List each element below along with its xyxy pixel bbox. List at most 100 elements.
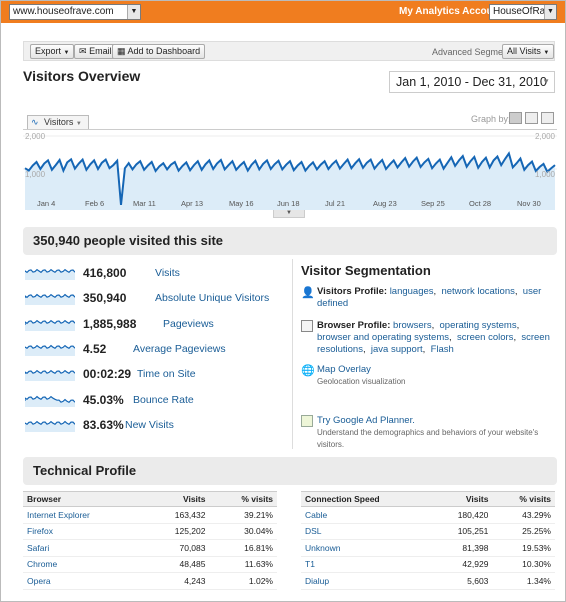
metric-row: 45.03% Bounce Rate xyxy=(25,391,287,409)
email-label: Email xyxy=(89,46,112,56)
row-label-link[interactable]: T1 xyxy=(301,556,432,573)
sparkline xyxy=(25,420,75,432)
column-header[interactable]: % visits xyxy=(492,491,555,507)
map-overlay-sub: Geolocation visualization xyxy=(317,377,406,386)
email-button[interactable]: ✉ Email xyxy=(74,44,117,59)
site-select-value: www.houseofrave.com xyxy=(13,6,114,17)
row-label-link[interactable]: Safari xyxy=(23,539,144,557)
connection-table: Connection Speed Visits% visits Cable 180,4… xyxy=(301,491,555,590)
table-row: Safari 70,083 16.81% xyxy=(23,539,277,557)
table-cell: 125,202 xyxy=(143,523,210,540)
y-label-mid: 1,000 xyxy=(25,170,46,179)
table-row: DSL 105,251 25.25% xyxy=(301,523,555,540)
metric-link[interactable]: Time on Site xyxy=(137,368,196,381)
metric-link[interactable]: Bounce Rate xyxy=(133,393,194,406)
globe-icon: 🌐 xyxy=(301,365,315,377)
row-label-link[interactable]: Unknown xyxy=(301,539,432,557)
metric-value: 4.52 xyxy=(83,341,107,356)
x-tick-label: May 16 xyxy=(229,199,254,208)
table-cell: 30.04% xyxy=(209,523,277,540)
row-label-link[interactable]: Chrome xyxy=(23,556,144,573)
table-cell: 16.81% xyxy=(209,539,277,557)
metric-link[interactable]: Absolute Unique Visitors xyxy=(155,292,270,305)
row-label-link[interactable]: Dialup xyxy=(301,572,432,590)
date-range-picker[interactable]: Jan 1, 2010 - Dec 31, 2010 ▼ xyxy=(389,71,555,93)
table-cell: 25.25% xyxy=(492,523,555,540)
visitors-profile-text: Visitors Profile: languages, network loc… xyxy=(317,286,542,309)
ad-planner-link[interactable]: Try Google Ad Planner. xyxy=(317,415,415,426)
chart-collapse-handle[interactable]: ▼ xyxy=(273,210,305,218)
table-row: Internet Explorer 163,432 39.21% xyxy=(23,506,277,524)
profile-link[interactable]: browsers xyxy=(393,320,432,331)
table-cell: 1.02% xyxy=(209,572,277,590)
profile-link[interactable]: screen colors xyxy=(456,332,514,343)
column-header[interactable]: Visits xyxy=(143,491,210,507)
site-select[interactable]: www.houseofrave.com ▼ xyxy=(9,4,141,20)
map-overlay-text: Map Overlay Geolocation visualization xyxy=(317,364,557,388)
row-label-link[interactable]: DSL xyxy=(301,523,432,540)
visitors-chart-svg: Jan 4 Feb 6 Mar 11 Apr 13 May 16 Jun 18 Jul 21… xyxy=(23,130,557,210)
metric-row: 4.52 Average Pageviews xyxy=(25,340,287,358)
metric-link[interactable]: Average Pageviews xyxy=(133,342,226,355)
column-header[interactable]: Visits xyxy=(431,491,493,507)
x-tick-label: Jun 18 xyxy=(277,199,300,208)
export-button[interactable]: Export ▼ xyxy=(30,44,75,59)
table-row: Unknown 81,398 19.53% xyxy=(301,539,555,557)
graph-metric-select[interactable]: ∿ Visitors ▼ xyxy=(27,115,89,129)
table-cell: 19.53% xyxy=(492,539,555,557)
metric-value: 00:02:29 xyxy=(83,367,132,382)
table-cell: 70,083 xyxy=(143,539,210,557)
table-header-row: Browser Visits% visits xyxy=(23,491,277,507)
metric-row: 350,940 Absolute Unique Visitors xyxy=(25,289,287,307)
dashboard-label: Add to Dashboard xyxy=(127,46,201,56)
table-cell: 163,432 xyxy=(143,506,210,524)
date-range-value: Jan 1, 2010 - Dec 31, 2010 xyxy=(396,75,547,89)
column-divider xyxy=(292,259,293,449)
metric-link[interactable]: Pageviews xyxy=(163,317,214,330)
x-tick-label: Oct 28 xyxy=(469,199,491,208)
profile-link[interactable]: network locations xyxy=(441,286,515,297)
row-label-link[interactable]: Opera xyxy=(23,572,144,590)
metric-link[interactable]: New Visits xyxy=(125,418,174,431)
profile-link[interactable]: browser and operating systems xyxy=(317,332,450,343)
browser-window-icon xyxy=(301,320,313,332)
graph-by-label: Graph by: xyxy=(471,114,511,124)
row-label-link[interactable]: Internet Explorer xyxy=(23,506,144,524)
profile-label: Visitors Profile: xyxy=(317,286,388,297)
sparkline xyxy=(25,395,75,407)
row-label-link[interactable]: Cable xyxy=(301,506,432,524)
profile-link[interactable]: user defined xyxy=(317,286,542,309)
metric-link[interactable]: Visits xyxy=(155,267,180,279)
profile-link[interactable]: operating systems xyxy=(439,320,517,331)
profile-link[interactable]: Flash xyxy=(430,344,454,355)
table-row: T1 42,929 10.30% xyxy=(301,556,555,573)
advanced-segments-label: Advanced Segments: xyxy=(432,47,518,57)
profile-link[interactable]: java support xyxy=(370,344,423,355)
summary-heading: 350,940 people visited this site xyxy=(23,227,557,255)
segment-select[interactable]: All Visits ▼ xyxy=(502,44,555,59)
add-to-dashboard-button[interactable]: ▦ Add to Dashboard xyxy=(112,44,206,59)
graph-by-month-button[interactable] xyxy=(541,112,554,124)
sparkline xyxy=(25,268,75,280)
profile-link[interactable]: screen resolutions xyxy=(317,332,550,355)
table-row: Firefox 125,202 30.04% xyxy=(23,523,277,540)
chevron-down-icon: ▼ xyxy=(75,121,82,127)
chevron-down-icon: ▼ xyxy=(63,50,70,56)
column-header[interactable]: Connection Speed xyxy=(301,491,432,507)
ad-planner-sub: Understand the demographics and behavior… xyxy=(317,428,539,449)
row-label-link[interactable]: Firefox xyxy=(23,523,144,540)
map-overlay-link[interactable]: Map Overlay xyxy=(317,364,371,375)
graph-by-day-button[interactable] xyxy=(509,112,522,124)
account-select[interactable]: HouseOfRave ▼ xyxy=(489,4,557,20)
profile-link[interactable]: languages xyxy=(389,286,434,297)
table-cell: 48,485 xyxy=(143,556,210,573)
metric-value: 45.03% xyxy=(83,392,124,407)
chevron-down-icon: ▼ xyxy=(544,5,556,19)
dashboard-icon: ▦ xyxy=(117,46,126,56)
column-header[interactable]: % visits xyxy=(209,491,277,507)
column-header[interactable]: Browser xyxy=(23,491,144,507)
graph-by-week-button[interactable] xyxy=(525,112,538,124)
x-tick-label: Nov 30 xyxy=(517,199,541,208)
table-row: Dialup 5,603 1.34% xyxy=(301,572,555,590)
